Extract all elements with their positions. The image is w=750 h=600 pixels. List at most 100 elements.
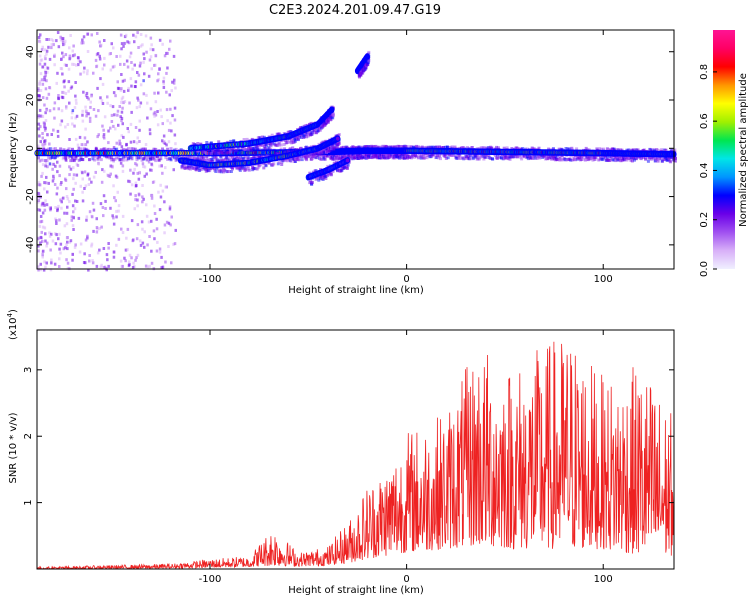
spectrogram-cell <box>148 58 152 62</box>
spectrogram-cell <box>45 38 48 41</box>
spectrogram-cell <box>50 232 53 236</box>
spectrogram-cell <box>112 222 116 226</box>
spectrogram-cell <box>136 136 139 140</box>
spectrogram-cell <box>74 157 78 161</box>
spectrogram-cell <box>81 177 84 181</box>
spectrogram-cell <box>121 231 125 234</box>
spectrogram-cell <box>674 159 677 163</box>
spectrogram-cell <box>133 147 137 151</box>
spectrogram-cell <box>37 181 41 185</box>
spectrogram-cell <box>174 86 177 90</box>
spectrogram-cell <box>116 113 119 117</box>
spectrogram-cell <box>87 97 90 101</box>
spectrogram-cell <box>159 183 162 187</box>
spectrogram-cell <box>120 42 124 46</box>
spectrogram-cell <box>109 68 113 72</box>
spectrogram-cell <box>38 80 42 84</box>
spectrogram-cell <box>398 145 402 149</box>
spectrogram-cell <box>115 175 119 179</box>
spectrogram-cell <box>646 159 650 163</box>
spectrogram-cell <box>44 111 47 115</box>
spectrogram-cell <box>88 259 91 263</box>
spectrogram-cell <box>584 146 588 150</box>
spectrogram-cell <box>167 245 170 248</box>
spectrogram-cell <box>128 180 132 184</box>
spectrogram-cell <box>37 249 40 253</box>
spectrogram-cell <box>109 52 112 55</box>
spectrogram-cell <box>70 218 73 222</box>
spectrogram-cell <box>489 157 493 160</box>
spectrogram-cell <box>133 167 136 171</box>
spectrogram-cell <box>74 137 78 141</box>
spectrogram-cell <box>103 265 107 269</box>
spectrogram-cell <box>52 174 55 178</box>
spectrogram-cell <box>79 184 82 188</box>
spectrogram-cell <box>115 215 118 219</box>
spectrogram-cell <box>578 156 581 160</box>
spectrogram-cell <box>525 155 529 159</box>
spectrogram-cell <box>190 151 194 154</box>
spectrogram-cell <box>120 157 124 161</box>
spectrogram-cell <box>125 158 129 162</box>
spectrogram-cell <box>84 94 88 98</box>
spectrogram-cell <box>87 183 91 186</box>
spectrogram-cell <box>139 33 143 36</box>
spectrogram-cell <box>157 91 160 95</box>
spectrogram-cell <box>88 158 91 161</box>
spectrogram-cell <box>43 208 47 212</box>
spectrogram-cell <box>564 158 568 162</box>
spectrogram-cell <box>593 158 597 161</box>
spectrogram-cell <box>37 200 40 204</box>
spectrogram-cell <box>57 204 60 208</box>
spectrogram-cell <box>102 247 106 250</box>
spectrogram-cell <box>111 157 115 161</box>
spectrogram-cell <box>420 145 424 149</box>
spectrogram-cell <box>158 208 162 212</box>
spectrogram-cell <box>55 192 59 196</box>
spectrogram-cell <box>422 146 426 150</box>
spectrogram-cell <box>169 158 173 162</box>
spectrogram-cell <box>224 149 228 153</box>
spectrogram-cell <box>72 159 76 163</box>
spectrogram-cell <box>534 154 538 158</box>
spectrogram-cell <box>437 156 441 160</box>
spectrogram-cell <box>145 203 148 207</box>
spectrogram-cell <box>291 146 295 150</box>
spectrogram-cell <box>94 170 97 174</box>
spectrogram-cell <box>77 216 81 220</box>
spectrogram-cell <box>157 72 160 76</box>
spectrogram-cell <box>652 157 656 161</box>
spectrogram-cell <box>84 105 87 109</box>
spectrogram-cell <box>158 250 162 254</box>
spectrogram-cell <box>37 244 40 248</box>
spectrogram-cell <box>97 109 100 113</box>
spectrogram-cell <box>142 147 146 151</box>
spectrogram-cell <box>112 124 115 128</box>
spectrogram-cell <box>54 206 57 209</box>
spectrogram-cell <box>85 215 89 219</box>
spectrogram-cell <box>283 147 287 151</box>
spectrogram-cell <box>112 146 116 150</box>
spectrogram-cell <box>564 147 568 150</box>
spectrogram-cell <box>42 249 45 253</box>
spectrogram-cell <box>164 185 167 189</box>
spectrogram-cell <box>68 173 71 177</box>
spectrogram-cell <box>42 144 46 148</box>
spectrogram-cell <box>196 155 200 159</box>
spectrogram-cell <box>443 154 447 158</box>
spectrogram-cell <box>170 261 173 265</box>
spectrogram-cell <box>52 176 55 180</box>
spectrogram-cell <box>163 141 167 145</box>
spectrogram-cell <box>43 75 46 79</box>
spectrogram-cell <box>58 265 61 268</box>
spectrogram-cell <box>116 80 119 84</box>
spectrogram-cell <box>37 89 40 92</box>
spectrogram-cell <box>71 258 74 262</box>
spectrogram-cell <box>162 134 166 138</box>
spectrogram-cell <box>72 44 75 48</box>
spectrogram-cell <box>71 122 74 126</box>
spectrogram-cell <box>235 149 239 153</box>
spectrogram-cell <box>121 148 125 152</box>
spectrogram-cell <box>99 148 103 152</box>
spectrogram-cell <box>141 43 144 47</box>
